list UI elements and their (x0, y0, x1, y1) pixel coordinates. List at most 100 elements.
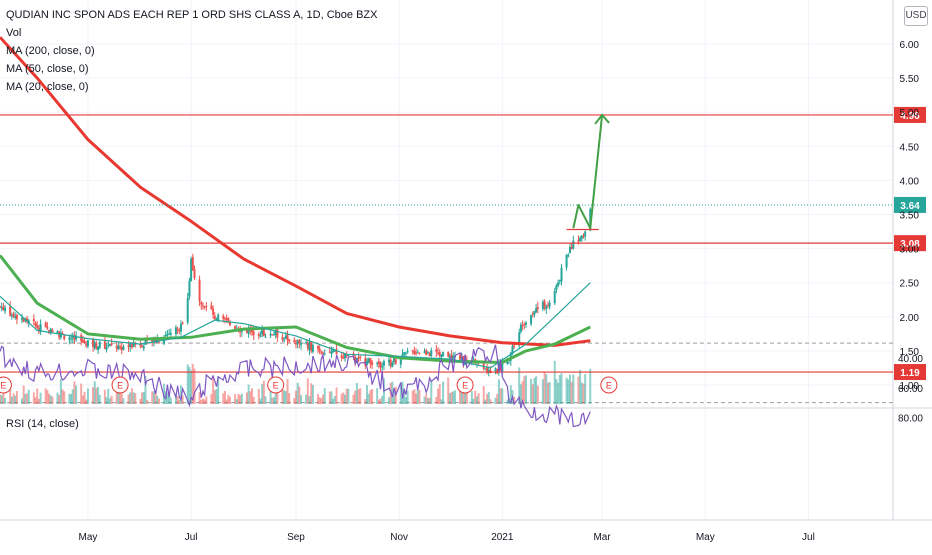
candle-body (347, 354, 350, 356)
volume-bar (213, 390, 216, 404)
volume-bar (472, 398, 475, 404)
earnings-marker-icon[interactable] (267, 376, 285, 394)
candle-body (193, 268, 196, 279)
volume-bar (425, 393, 428, 404)
level-tag-label: 4.96 (900, 111, 920, 122)
ma200-label[interactable]: MA (200, close, 0) (6, 45, 95, 57)
candle-body (523, 324, 526, 326)
candle-body (306, 342, 309, 349)
ma50-label[interactable]: MA (50, close, 0) (6, 63, 89, 75)
candle-body (376, 362, 379, 364)
volume-bar (475, 396, 478, 404)
earnings-marker-icon[interactable] (600, 376, 618, 394)
rsi-tick-label: 80.00 (898, 414, 923, 425)
volume-bar (154, 389, 157, 404)
volume-bar (217, 376, 220, 404)
x-tick-label: Mar (593, 532, 611, 543)
volume-bar (190, 370, 193, 404)
volume-bar (259, 398, 262, 404)
volume-bar (557, 382, 560, 404)
candle-body (212, 308, 215, 315)
volume-bar (496, 393, 499, 404)
candle-body (36, 325, 39, 328)
candle-body (68, 337, 71, 340)
candle-body (186, 297, 189, 323)
volume-bar (191, 363, 194, 404)
volume-bar (283, 390, 286, 404)
candle-body (462, 356, 465, 364)
earnings-marker-icon[interactable] (0, 376, 12, 394)
candle-body (288, 339, 291, 342)
volume-bar (24, 394, 27, 404)
candle-body (570, 246, 573, 249)
candle-body (239, 330, 242, 333)
volume-bar (168, 394, 171, 404)
volume-bar (188, 367, 191, 404)
volume-bar (105, 397, 108, 404)
candle-body (144, 338, 147, 345)
volume-bar (448, 393, 451, 404)
volume-bar (460, 381, 463, 404)
volume-bar (222, 393, 225, 404)
candle-body (316, 345, 319, 349)
volume-bar (447, 377, 450, 404)
candle-body (452, 355, 455, 359)
symbol-title[interactable]: QUDIAN INC SPON ADS EACH REP 1 ORD SHS C… (6, 9, 378, 21)
candle-body (115, 345, 118, 349)
volume-bar (179, 385, 182, 404)
candle-body (169, 332, 172, 335)
candle-body (435, 349, 438, 352)
gridlines (0, 0, 932, 521)
candle-body (176, 329, 179, 331)
chart-legend: QUDIAN INC SPON ADS EACH REP 1 ORD SHS C… (6, 6, 377, 96)
x-tick-label: May (78, 532, 97, 543)
currency-button[interactable]: USD (904, 6, 928, 26)
volume-bar (355, 382, 358, 404)
ma20-label[interactable]: MA (20, close, 0) (6, 81, 89, 93)
volume-bar (399, 385, 402, 404)
candle-body (130, 344, 133, 348)
earnings-marker-icon[interactable] (456, 376, 474, 394)
candle-body (332, 349, 335, 352)
candle-body (440, 354, 443, 358)
volume-bar (521, 381, 524, 404)
candle-body (425, 350, 428, 356)
candle-body (482, 362, 485, 369)
volume-bar (272, 397, 275, 404)
vol-indicator-label[interactable]: Vol (6, 27, 22, 39)
volume-bar (146, 399, 149, 404)
rsi-legend-label[interactable]: RSI (14, close) (6, 418, 79, 430)
candle-body (272, 334, 275, 336)
volume-bar (80, 383, 83, 404)
candle-body (560, 267, 563, 282)
earnings-marker-icon[interactable] (111, 376, 129, 394)
candle-body (44, 322, 47, 328)
volume-bar (151, 391, 154, 404)
candle-body (251, 328, 254, 333)
candle-body (2, 306, 5, 311)
candle-body (108, 343, 111, 346)
volume-bar (144, 375, 147, 404)
candle-body (63, 335, 66, 340)
volume-bar (107, 388, 110, 404)
volume-bar (198, 392, 201, 404)
candle-body (97, 346, 100, 350)
volume-bar (555, 379, 558, 404)
volume-bar (487, 392, 490, 404)
candle-body (377, 361, 380, 364)
volume-bar (453, 390, 456, 404)
volume-bar (98, 394, 101, 404)
candle-body (286, 334, 289, 341)
y-tick-label: 5.00 (900, 108, 920, 119)
volume-bar (63, 391, 66, 404)
volume-bar (462, 390, 465, 404)
x-tick-label: Jul (802, 532, 815, 543)
volume-bar (584, 374, 587, 404)
volume-bar (203, 399, 206, 404)
candle-body (369, 358, 372, 364)
candle-body (518, 332, 521, 346)
volume-bar (120, 393, 123, 404)
